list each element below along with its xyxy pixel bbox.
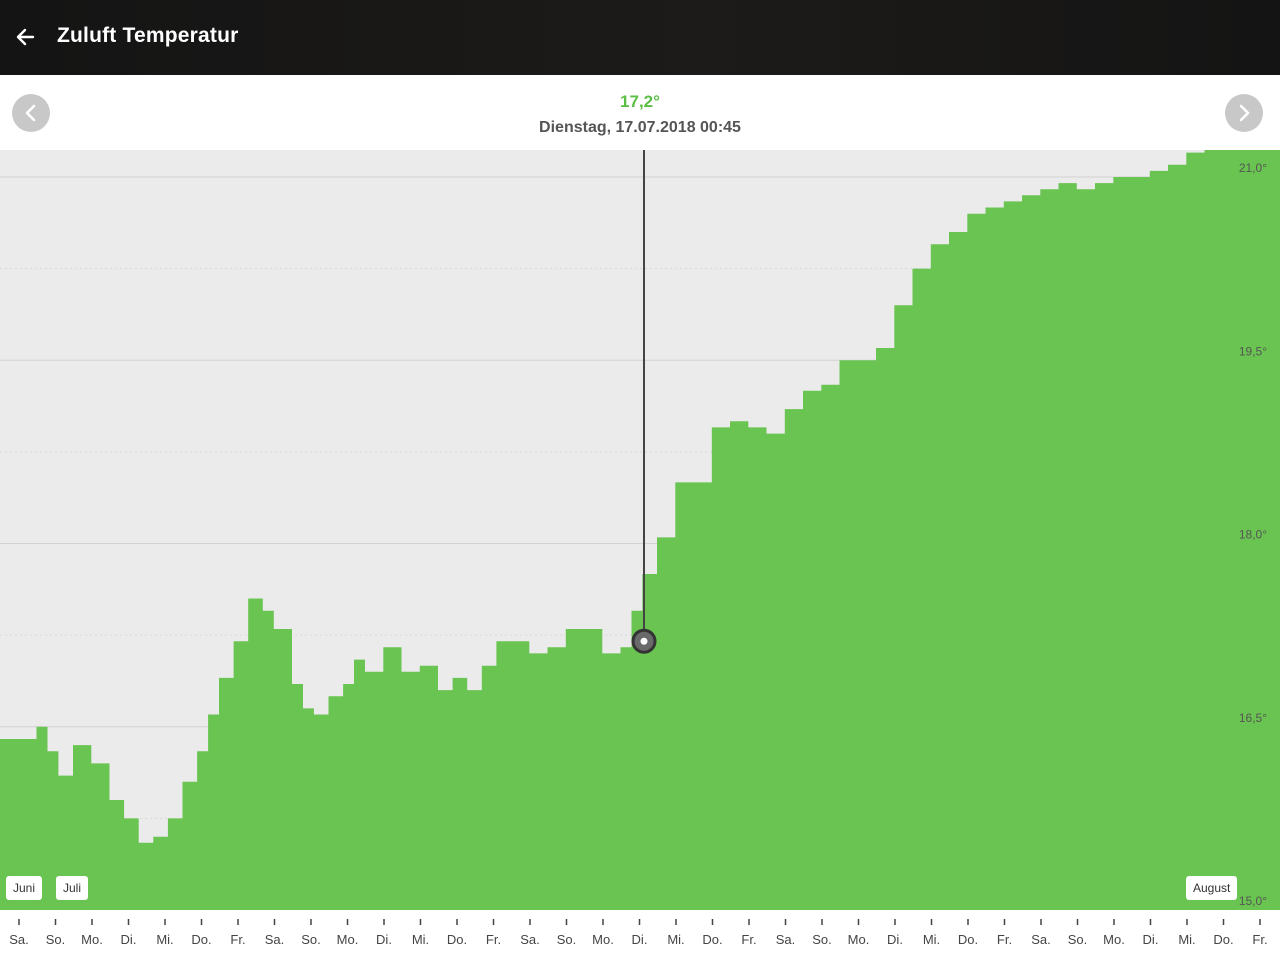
x-axis: Sa. So. Mo. Di. Mi. Do. Fr. Sa. So. Mo. Di. Mi. Do. F… (9, 919, 1268, 947)
y-tick-label: 15,0° (1239, 894, 1267, 908)
x-tick-label: Mo. (337, 932, 359, 947)
chevron-right-icon (1239, 104, 1250, 122)
x-tick-label: Fr. (486, 932, 501, 947)
y-tick-label: 18,0° (1239, 528, 1267, 542)
app-bar: Zuluft Temperatur (0, 0, 1280, 75)
next-button[interactable] (1225, 94, 1263, 132)
x-tick-label: So. (1068, 932, 1088, 947)
y-tick-label: 16,5° (1239, 711, 1267, 725)
x-tick-label: Fr. (997, 932, 1012, 947)
x-tick-label: Mo. (848, 932, 870, 947)
arrow-left-icon (16, 28, 35, 46)
month-label-juni: Juni (6, 876, 43, 900)
previous-button[interactable] (12, 94, 50, 132)
x-tick-label: So. (812, 932, 832, 947)
month-label-august: August (1186, 876, 1238, 900)
x-tick-label: Di. (887, 932, 903, 947)
x-tick-label: Do. (1213, 932, 1233, 947)
x-tick-label: So. (46, 932, 66, 947)
x-tick-label: Mi. (923, 932, 940, 947)
x-tick-label: Di. (121, 932, 137, 947)
x-tick-label: Mo. (592, 932, 614, 947)
y-tick-label: 19,5° (1239, 344, 1267, 358)
x-tick-label: Fr. (741, 932, 756, 947)
selected-date: Dienstag, 17.07.2018 00:45 (539, 119, 741, 136)
x-tick-label: Sa. (1031, 932, 1051, 947)
x-tick-label: Di. (632, 932, 648, 947)
x-tick-label: Fr. (230, 932, 245, 947)
x-tick-label: Do. (958, 932, 978, 947)
x-tick-label: Mi. (667, 932, 684, 947)
x-tick-label: Sa. (776, 932, 796, 947)
selection-marker-center (640, 637, 648, 645)
selected-value: 17,2° (620, 92, 660, 111)
temperature-chart[interactable]: 15,0° 16,5° 18,0° 19,5° 21,0° Sa. So. Mo. Di. Mi… (0, 150, 1280, 960)
back-button[interactable] (12, 22, 42, 52)
x-tick-label: Mi. (412, 932, 429, 947)
x-tick-label: Sa. (9, 932, 29, 947)
chevron-left-icon (25, 104, 36, 122)
x-tick-label: Mo. (1103, 932, 1125, 947)
page-title: Zuluft Temperatur (57, 24, 239, 47)
x-tick-label: Do. (702, 932, 722, 947)
selection-header: 17,2° Dienstag, 17.07.2018 00:45 (0, 75, 1280, 150)
y-tick-label: 21,0° (1239, 161, 1267, 175)
x-tick-label: Sa. (265, 932, 285, 947)
x-tick-label: Do. (191, 932, 211, 947)
x-tick-label: Fr. (1252, 932, 1267, 947)
x-tick-label: Do. (447, 932, 467, 947)
x-tick-label: Sa. (520, 932, 540, 947)
month-label-juli: Juli (56, 876, 89, 900)
x-tick-label: Mo. (81, 932, 103, 947)
y-axis-labels: 15,0° 16,5° 18,0° 19,5° 21,0° (1239, 161, 1267, 908)
x-tick-label: Di. (1143, 932, 1159, 947)
x-tick-label: Mi. (156, 932, 173, 947)
x-axis-background (0, 910, 1280, 960)
temperature-area (0, 150, 1280, 910)
x-tick-label: So. (557, 932, 577, 947)
x-tick-label: So. (301, 932, 321, 947)
x-tick-label: Di. (376, 932, 392, 947)
x-tick-label: Mi. (1178, 932, 1195, 947)
